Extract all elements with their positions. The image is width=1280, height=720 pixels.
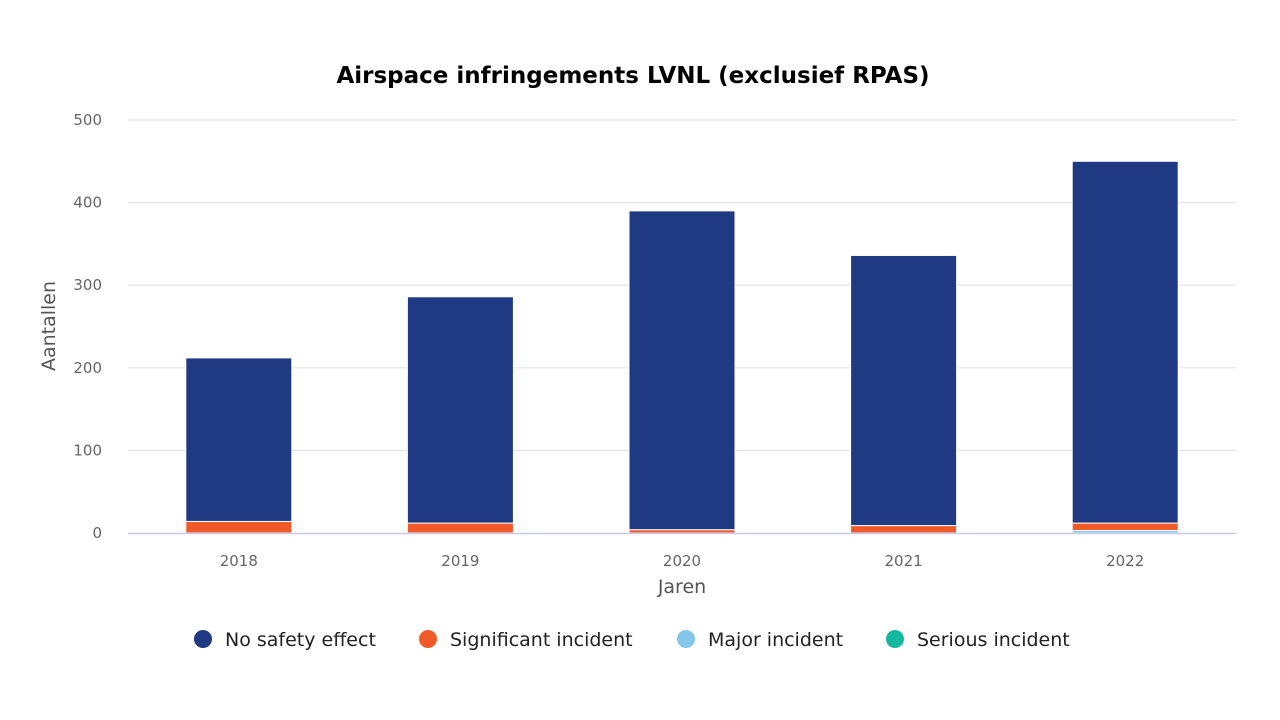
bar-segment[interactable] (406, 522, 514, 534)
bar-segment[interactable] (185, 357, 293, 522)
bar-segment[interactable] (406, 296, 514, 524)
legend-label: Major incident (708, 629, 843, 651)
bar-segment[interactable] (850, 525, 958, 534)
legend-item[interactable]: Significant incident (419, 629, 633, 651)
legend-marker (194, 630, 212, 648)
legend-item[interactable]: No safety effect (194, 629, 376, 651)
legend-label: Significant incident (450, 629, 633, 651)
legend-marker (886, 630, 904, 648)
chart-title: Airspace infringements LVNL (exclusief R… (336, 63, 929, 89)
legend[interactable]: No safety effect Significant incident Majo… (194, 629, 1070, 651)
y-tick-label: 200 (73, 359, 102, 377)
bars (185, 160, 1179, 534)
x-axis-title: Jaren (657, 576, 706, 598)
bar-segment[interactable] (1071, 160, 1179, 524)
x-tick-label: 2022 (1106, 552, 1144, 570)
y-axis-title: Aantallen (38, 281, 60, 371)
bar-segment[interactable] (1071, 522, 1179, 532)
legend-item[interactable]: Major incident (677, 629, 843, 651)
x-tick-label: 2019 (441, 552, 479, 570)
y-tick-label: 100 (73, 441, 102, 459)
x-axis-ticks: 2018 2019 2020 2021 2022 (220, 552, 1145, 570)
x-tick-label: 2020 (663, 552, 701, 570)
legend-label: No safety effect (225, 629, 376, 651)
legend-item[interactable]: Serious incident (886, 629, 1070, 651)
legend-label: Serious incident (917, 629, 1070, 651)
legend-marker (419, 630, 437, 648)
legend-marker (677, 630, 695, 648)
y-axis-ticks: 0 100 200 300 400 500 (73, 111, 102, 542)
bar-segment[interactable] (628, 210, 736, 531)
x-tick-label: 2021 (885, 552, 923, 570)
y-tick-label: 500 (73, 111, 102, 129)
x-tick-label: 2018 (220, 552, 258, 570)
y-tick-label: 0 (92, 524, 102, 542)
y-tick-label: 400 (73, 194, 102, 212)
bar-segment[interactable] (850, 254, 958, 527)
bar-segment[interactable] (185, 520, 293, 534)
y-tick-label: 300 (73, 276, 102, 294)
